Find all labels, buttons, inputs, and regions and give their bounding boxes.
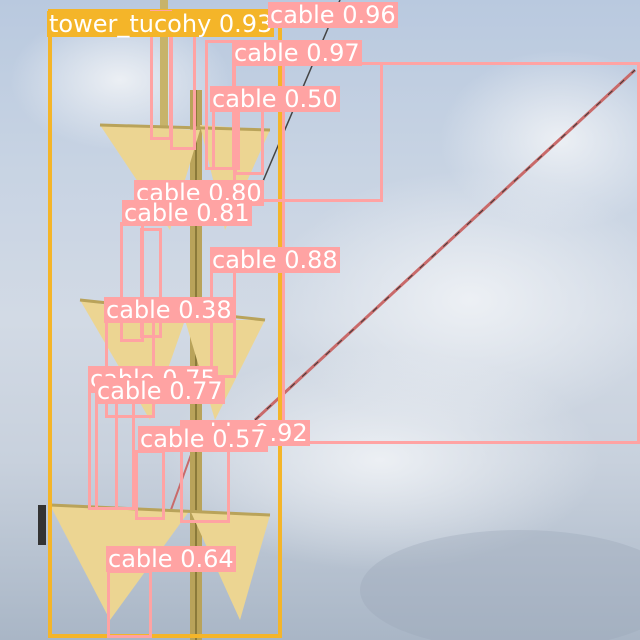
cable-detection-label: cable 0.64 (106, 545, 236, 573)
cable-bounding-box (95, 400, 135, 510)
cable-bounding-box (107, 570, 152, 638)
cable-detection-label: cable 0.81 (122, 199, 252, 227)
cable-bounding-box (140, 228, 162, 338)
cable-detection-label: cable 0.57 (138, 425, 268, 453)
tower-detection-label: tower_tucohy 0.93 (47, 10, 275, 38)
cable-detection-label: cable 0.50 (210, 85, 340, 113)
cable-detection-label: cable 0.38 (104, 296, 234, 324)
cable-detection-label: cable 0.77 (95, 377, 225, 405)
cable-detection-label: cable 0.96 (268, 1, 398, 29)
cable-detection-label: cable 0.97 (232, 39, 362, 67)
cable-bounding-box (180, 448, 230, 523)
cable-bounding-box (170, 25, 196, 150)
cable-bounding-box (135, 450, 165, 520)
cable-detection-label: cable 0.88 (210, 246, 340, 274)
